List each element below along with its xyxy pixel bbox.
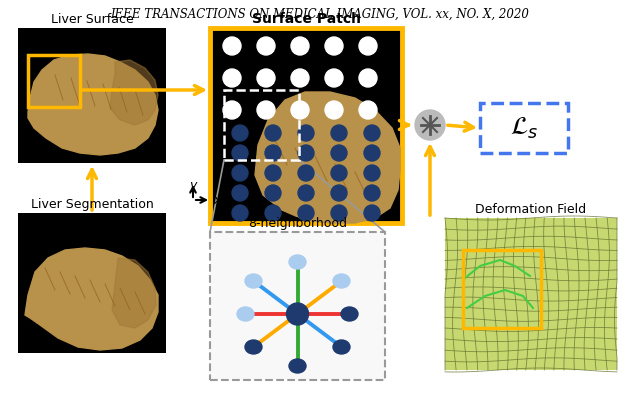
Text: Deformation Field: Deformation Field: [476, 203, 587, 216]
Ellipse shape: [289, 255, 306, 269]
Circle shape: [257, 69, 275, 87]
Circle shape: [359, 101, 377, 119]
Circle shape: [291, 69, 309, 87]
Polygon shape: [25, 248, 158, 350]
Text: IEEE TRANSACTIONS ON MEDICAL IMAGING, VOL. xx, NO. X, 2020: IEEE TRANSACTIONS ON MEDICAL IMAGING, VO…: [111, 8, 529, 21]
Circle shape: [223, 101, 241, 119]
Circle shape: [298, 185, 314, 201]
Bar: [28, 55, 80, 107]
Text: 8-neighborhood: 8-neighborhood: [248, 217, 347, 230]
Text: Liver Surface: Liver Surface: [51, 13, 133, 26]
Circle shape: [257, 37, 275, 55]
Circle shape: [223, 37, 241, 55]
Circle shape: [331, 185, 347, 201]
Bar: [445, 218, 617, 370]
Ellipse shape: [237, 307, 254, 321]
Circle shape: [232, 185, 248, 201]
Circle shape: [298, 125, 314, 141]
Circle shape: [331, 205, 347, 221]
Circle shape: [232, 125, 248, 141]
Polygon shape: [255, 92, 400, 223]
Circle shape: [331, 145, 347, 161]
Bar: [224, 90, 299, 160]
Circle shape: [232, 205, 248, 221]
Circle shape: [364, 145, 380, 161]
Ellipse shape: [245, 274, 262, 288]
Ellipse shape: [333, 274, 350, 288]
Circle shape: [265, 145, 281, 161]
Text: x: x: [213, 194, 220, 206]
Circle shape: [298, 165, 314, 181]
Circle shape: [331, 165, 347, 181]
Polygon shape: [112, 258, 156, 328]
Circle shape: [265, 205, 281, 221]
Polygon shape: [110, 60, 158, 125]
Polygon shape: [28, 54, 158, 155]
Circle shape: [298, 205, 314, 221]
Circle shape: [331, 125, 347, 141]
Bar: [463, 250, 541, 328]
Circle shape: [232, 165, 248, 181]
Circle shape: [325, 37, 343, 55]
Circle shape: [257, 101, 275, 119]
Ellipse shape: [289, 359, 306, 373]
Circle shape: [298, 145, 314, 161]
Circle shape: [364, 125, 380, 141]
Circle shape: [223, 69, 241, 87]
Circle shape: [364, 205, 380, 221]
Bar: [480, 103, 568, 153]
Ellipse shape: [341, 307, 358, 321]
Ellipse shape: [245, 340, 262, 354]
Circle shape: [287, 303, 308, 325]
Circle shape: [364, 165, 380, 181]
Circle shape: [265, 125, 281, 141]
Bar: [18, 28, 166, 163]
Bar: [18, 213, 166, 353]
Text: y: y: [189, 179, 196, 192]
Bar: [210, 232, 385, 380]
Bar: [210, 28, 402, 223]
Text: Surface Patch: Surface Patch: [252, 12, 360, 26]
Circle shape: [265, 185, 281, 201]
Circle shape: [291, 37, 309, 55]
Circle shape: [265, 165, 281, 181]
Ellipse shape: [333, 340, 350, 354]
Text: Liver Segmentation: Liver Segmentation: [31, 198, 154, 211]
Circle shape: [359, 69, 377, 87]
Circle shape: [232, 145, 248, 161]
Circle shape: [325, 101, 343, 119]
Circle shape: [325, 69, 343, 87]
Circle shape: [415, 110, 445, 140]
Circle shape: [291, 101, 309, 119]
Text: $\mathcal{L}_s$: $\mathcal{L}_s$: [510, 115, 538, 140]
Circle shape: [359, 37, 377, 55]
Circle shape: [364, 185, 380, 201]
